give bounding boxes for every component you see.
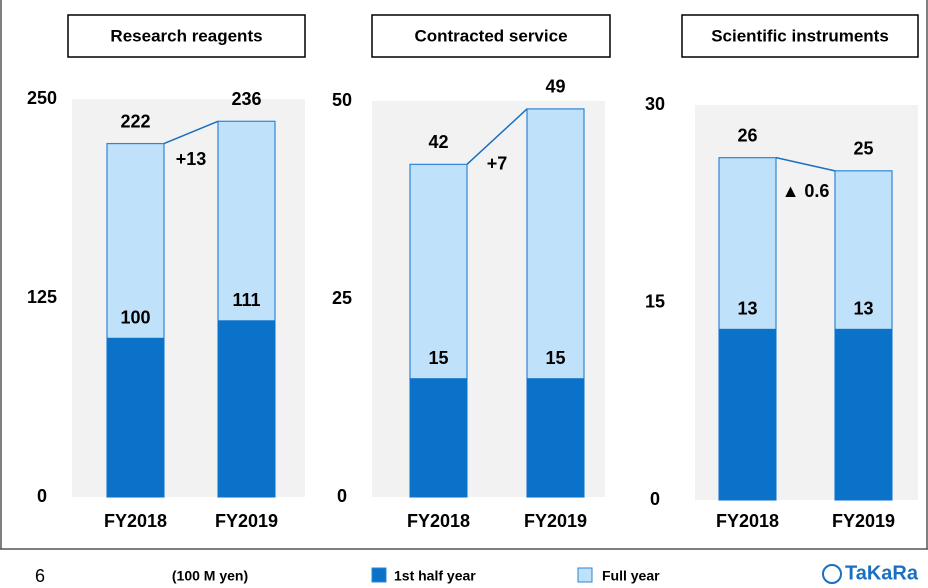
legend-swatch	[577, 567, 593, 583]
bar-first-half	[218, 320, 275, 497]
annotation: ▲ 0.6	[782, 181, 830, 201]
legend-label: Full year	[602, 568, 660, 584]
y-tick-label: 30	[645, 94, 665, 114]
connector	[163, 120, 219, 145]
page-number: 6	[35, 566, 45, 586]
chart-title: Scientific instruments	[711, 26, 889, 45]
chart-title: Research reagents	[110, 26, 262, 45]
value-label: 49	[545, 77, 565, 97]
x-tick-label: FY2019	[215, 511, 278, 531]
value-label: 13	[853, 299, 873, 319]
bar-first-half	[527, 378, 584, 497]
annotation: +13	[176, 149, 207, 169]
legend-swatch	[371, 567, 387, 583]
title-box	[681, 14, 919, 58]
value-label: 25	[853, 139, 873, 159]
value-label: 26	[737, 125, 757, 145]
logo-icon	[822, 564, 842, 584]
y-tick-label: 250	[27, 88, 57, 108]
unit: (100 M yen)	[172, 568, 248, 584]
logo: TaKaRa	[845, 562, 919, 584]
x-tick-label: FY2018	[407, 511, 470, 531]
x-tick-label: FY2018	[716, 511, 779, 531]
value-label: 13	[737, 299, 757, 319]
y-tick-label: 0	[37, 486, 47, 506]
bar-first-half	[835, 328, 892, 500]
y-tick-label: 0	[650, 489, 660, 509]
connector	[466, 108, 528, 165]
annotation: +7	[487, 153, 508, 173]
value-label: 15	[428, 348, 448, 368]
x-tick-label: FY2018	[104, 511, 167, 531]
value-label: 111	[232, 290, 260, 310]
value-label: 222	[120, 111, 150, 131]
y-tick-label: 125	[27, 287, 57, 307]
x-tick-label: FY2019	[832, 511, 895, 531]
connector	[775, 156, 836, 172]
bar-first-half	[107, 337, 164, 497]
title-box	[67, 14, 306, 58]
chart-title: Contracted service	[414, 26, 567, 45]
bar-first-half	[719, 328, 776, 500]
title-box	[371, 14, 611, 58]
value-label: 236	[231, 89, 261, 109]
x-tick-label: FY2019	[524, 511, 587, 531]
value-label: 42	[428, 132, 448, 152]
y-tick-label: 50	[332, 90, 352, 110]
y-tick-label: 25	[332, 288, 352, 308]
bar-first-half	[410, 378, 467, 497]
legend-label: 1st half year	[394, 568, 476, 584]
value-label: 100	[120, 308, 150, 328]
y-tick-label: 0	[337, 486, 347, 506]
value-label: 15	[545, 348, 565, 368]
y-tick-label: 15	[645, 291, 665, 311]
